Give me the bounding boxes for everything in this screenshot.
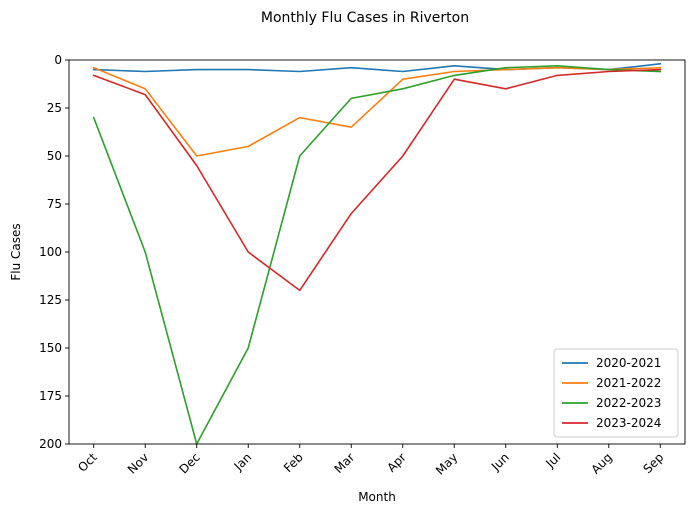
x-tick-label-8: Jun [488, 450, 512, 474]
legend-box [553, 348, 679, 438]
y-tick-label-1: 25 [47, 101, 62, 115]
y-tick-label-0: 0 [54, 53, 62, 67]
y-tick-label-3: 75 [47, 197, 62, 211]
chart-title: Monthly Flu Cases in Riverton [261, 10, 469, 26]
x-tick-label-10: Aug [588, 450, 614, 476]
y-tick-label-2: 50 [47, 149, 62, 163]
series-line-2 [92, 65, 662, 445]
x-tick-label-0: Oct [75, 450, 100, 475]
x-tick-label-1: Nov [125, 450, 151, 476]
x-tick-label-11: Sep [641, 450, 667, 476]
y-axis-title: Flu Cases [9, 223, 23, 280]
x-tick-label-9: Jul [543, 450, 564, 471]
y-tick-label-7: 175 [39, 389, 62, 403]
y-tick-label-8: 200 [39, 437, 62, 451]
series-line-1 [92, 66, 662, 157]
legend-label-2: 2022-2023 [596, 396, 661, 410]
x-tick-label-3: Jan [231, 450, 255, 474]
legend: 2020-2021 2021-2022 2022-2023 2023-2024 [553, 348, 679, 438]
legend-label-1: 2021-2022 [596, 376, 661, 390]
x-axis-title: Month [358, 490, 396, 504]
y-tick-label-4: 100 [39, 245, 62, 259]
y-tick-label-6: 150 [39, 341, 62, 355]
x-tick-label-6: Apr [384, 450, 409, 475]
x-tick-label-4: Feb [281, 450, 306, 475]
y-tick-label-5: 125 [39, 293, 62, 307]
legend-label-0: 2020-2021 [596, 356, 661, 370]
x-tick-label-7: May [433, 450, 460, 477]
legend-label-3: 2023-2024 [596, 416, 661, 430]
plot-area [92, 62, 662, 445]
series-line-3 [92, 68, 662, 292]
x-tick-label-5: Mar [331, 450, 357, 476]
x-tick-label-2: Dec [177, 450, 203, 476]
